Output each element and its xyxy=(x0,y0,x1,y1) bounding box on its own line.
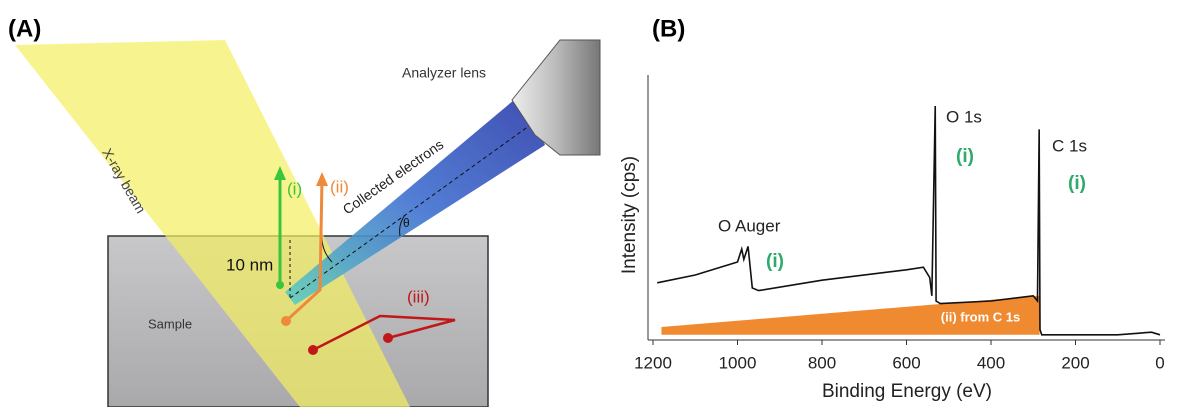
x-tick-label: 0 xyxy=(1155,353,1164,372)
arrowhead xyxy=(316,172,328,186)
dot xyxy=(276,281,284,289)
dot xyxy=(281,316,291,326)
x-tick-label: 400 xyxy=(977,353,1005,372)
panel-a: (A) X-ray beam Analyzer lens Collected e… xyxy=(8,15,600,407)
figure: (A) X-ray beam Analyzer lens Collected e… xyxy=(0,0,1188,407)
dot xyxy=(308,345,318,355)
sample-label: Sample xyxy=(148,316,192,331)
path-label: (i) xyxy=(1068,173,1086,194)
path-label: (i) xyxy=(956,146,974,167)
panel-b: (B) Binding Energy (eV) Intensity (cps) … xyxy=(619,15,1165,402)
angle-label: θ xyxy=(403,216,410,230)
x-axis-title: Binding Energy (eV) xyxy=(822,381,992,402)
x-tick-label: 1000 xyxy=(719,353,757,372)
path-label: (ii) xyxy=(330,177,349,196)
panel-label: (B) xyxy=(652,15,685,42)
panel-label: (A) xyxy=(8,15,41,42)
x-tick-label: 200 xyxy=(1061,353,1089,372)
x-tick-label: 1200 xyxy=(634,353,672,372)
path-label: (i) xyxy=(287,179,302,198)
peak-label: O 1s xyxy=(946,107,982,126)
dot xyxy=(383,333,393,343)
depth-label: 10 nm xyxy=(226,255,273,274)
x-tick-label: 800 xyxy=(808,353,836,372)
path-label: (iii) xyxy=(407,287,430,306)
y-axis-title: Intensity (cps) xyxy=(619,156,640,274)
area-label: (ii) from C 1s xyxy=(941,310,1020,325)
lens-label: Analyzer lens xyxy=(402,65,486,81)
path-label: (i) xyxy=(766,251,784,272)
peak-label: O Auger xyxy=(718,216,781,235)
x-tick-label: 600 xyxy=(892,353,920,372)
peak-label: C 1s xyxy=(1052,136,1087,155)
